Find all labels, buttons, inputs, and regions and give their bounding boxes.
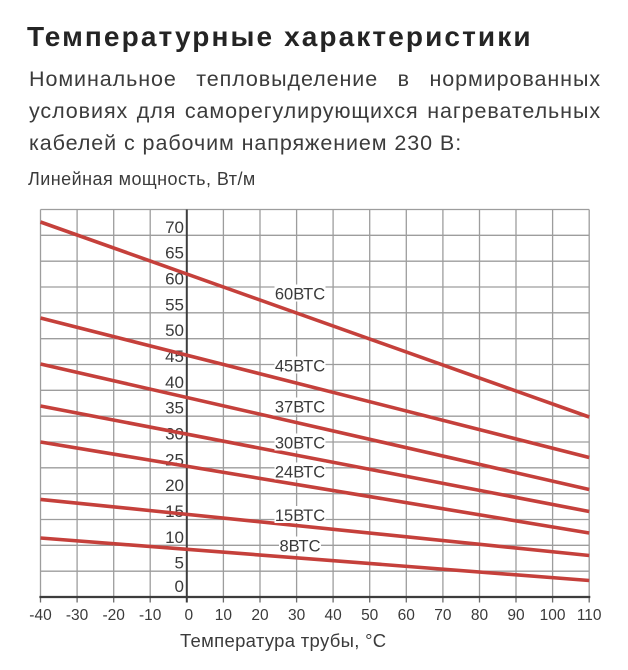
svg-text:-10: -10 <box>139 607 162 624</box>
svg-text:-30: -30 <box>66 607 89 624</box>
svg-text:80: 80 <box>471 607 489 624</box>
svg-text:10: 10 <box>215 607 233 624</box>
svg-text:35: 35 <box>165 399 184 418</box>
svg-text:40: 40 <box>324 607 342 624</box>
svg-text:10: 10 <box>165 528 184 547</box>
svg-text:40: 40 <box>165 373 184 392</box>
svg-text:100: 100 <box>540 607 566 624</box>
svg-text:60: 60 <box>398 607 416 624</box>
svg-text:8ВТС: 8ВТС <box>279 538 320 556</box>
svg-text:70: 70 <box>165 218 184 237</box>
svg-text:50: 50 <box>165 321 184 340</box>
svg-text:20: 20 <box>165 476 184 495</box>
svg-text:65: 65 <box>165 244 184 263</box>
svg-text:24ВТС: 24ВТС <box>275 464 325 482</box>
svg-text:55: 55 <box>165 295 184 314</box>
svg-text:5: 5 <box>175 554 184 573</box>
svg-text:30: 30 <box>288 607 306 624</box>
svg-text:50: 50 <box>361 607 379 624</box>
svg-text:0: 0 <box>175 577 184 596</box>
svg-text:37ВТС: 37ВТС <box>275 399 325 417</box>
svg-text:0: 0 <box>184 607 193 624</box>
svg-text:60ВТС: 60ВТС <box>275 286 325 304</box>
svg-text:60: 60 <box>165 270 184 289</box>
svg-text:110: 110 <box>577 607 602 624</box>
svg-text:-20: -20 <box>102 607 125 624</box>
svg-text:20: 20 <box>251 607 269 624</box>
svg-text:45ВТС: 45ВТС <box>275 358 325 376</box>
svg-text:30ВТС: 30ВТС <box>275 435 325 453</box>
svg-text:90: 90 <box>507 607 525 624</box>
svg-text:-40: -40 <box>29 607 52 624</box>
svg-text:70: 70 <box>434 607 452 624</box>
svg-text:15ВТС: 15ВТС <box>275 507 325 525</box>
